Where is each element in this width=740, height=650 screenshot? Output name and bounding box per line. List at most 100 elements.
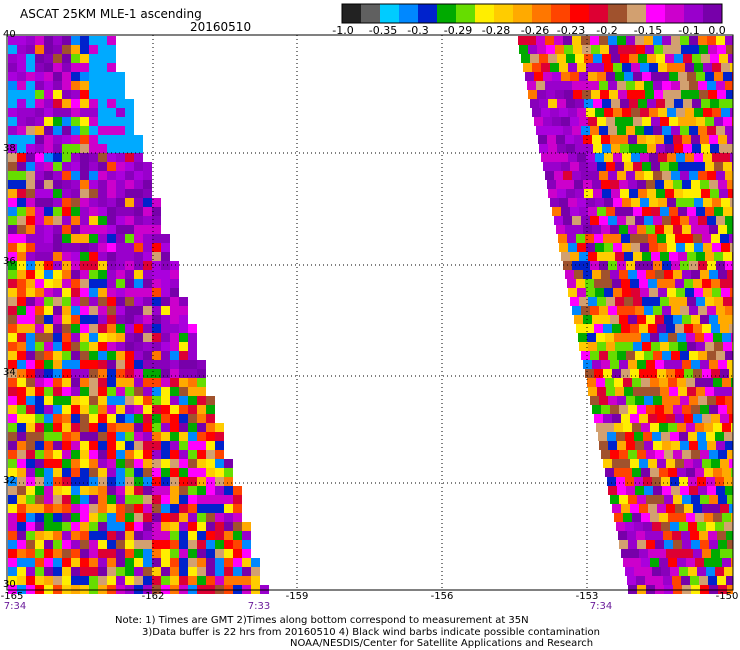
swath-cell — [125, 306, 134, 315]
swath-cell — [107, 162, 116, 171]
swath-cell — [233, 558, 242, 567]
swath-cell — [89, 576, 98, 585]
swath-cell — [188, 387, 197, 396]
time-label: 7:34 — [589, 601, 613, 612]
swath-cell — [44, 477, 53, 486]
swath-cell — [62, 558, 71, 567]
swath-cell — [125, 108, 134, 117]
swath-cell — [714, 252, 723, 261]
swath-cell — [653, 36, 662, 45]
swath-cell — [17, 306, 26, 315]
swath-cell — [651, 117, 660, 126]
swath-cell — [623, 468, 632, 477]
swath-cell — [224, 549, 233, 558]
swath-cell — [564, 45, 573, 54]
colorbar-segment — [399, 4, 419, 23]
swath-cell — [673, 495, 682, 504]
swath-cell — [233, 513, 242, 522]
swath-cell — [603, 369, 612, 378]
swath-cell — [17, 342, 26, 351]
swath-cell — [44, 270, 53, 279]
swath-cell — [143, 513, 152, 522]
swath-cell — [714, 207, 723, 216]
swath-cell — [705, 117, 714, 126]
swath-cell — [80, 315, 89, 324]
swath-cell — [116, 252, 125, 261]
swath-cell — [679, 567, 688, 576]
swath-cell — [648, 414, 657, 423]
colorbar-segment — [475, 4, 495, 23]
swath-cell — [688, 477, 697, 486]
swath-cell — [568, 63, 577, 72]
swath-cell — [26, 459, 35, 468]
swath-cell — [655, 450, 664, 459]
swath-cell — [98, 225, 107, 234]
swath-cell — [651, 207, 660, 216]
colorbar-segment — [513, 4, 533, 23]
swath-cell — [80, 333, 89, 342]
swath-cell — [44, 567, 53, 576]
swath-cell — [8, 459, 17, 468]
swath-cell — [698, 171, 707, 180]
swath-cell — [197, 450, 206, 459]
swath-cell — [8, 126, 17, 135]
swath-cell — [616, 477, 625, 486]
swath-cell — [718, 495, 727, 504]
swath-cell — [188, 360, 197, 369]
swath-cell — [604, 198, 613, 207]
swath-cell — [711, 369, 720, 378]
swath-cell — [685, 198, 694, 207]
swath-cell — [713, 423, 722, 432]
swath-cell — [80, 459, 89, 468]
swath-cell — [720, 549, 729, 558]
swath-cell — [705, 342, 714, 351]
swath-cell — [671, 126, 680, 135]
swath-cell — [98, 81, 107, 90]
swath-cell — [731, 333, 733, 342]
swath-cell — [707, 36, 716, 45]
swath-cell — [134, 153, 143, 162]
swath-cell — [53, 81, 62, 90]
swath-cell — [80, 252, 89, 261]
swath-cell — [8, 405, 17, 414]
lon-label: -159 — [285, 591, 309, 602]
swath-cell — [53, 54, 62, 63]
swath-cell — [143, 225, 152, 234]
swath-cell — [689, 171, 698, 180]
swath-cell — [53, 378, 62, 387]
swath-cell — [26, 36, 35, 45]
swath-cell — [586, 288, 595, 297]
swath-cell — [152, 414, 161, 423]
swath-cell — [684, 549, 693, 558]
swath-cell — [583, 180, 592, 189]
swath-cell — [206, 432, 215, 441]
swath-cell — [631, 243, 640, 252]
swath-cell — [642, 162, 651, 171]
swath-cell — [662, 126, 671, 135]
swath-cell — [687, 72, 696, 81]
swath-cell — [668, 333, 677, 342]
swath-cell — [242, 558, 251, 567]
swath-cell — [89, 504, 98, 513]
swath-cell — [80, 306, 89, 315]
swath-cell — [206, 450, 215, 459]
swath-cell — [170, 531, 179, 540]
swath-cell — [17, 396, 26, 405]
swath-cell — [116, 135, 125, 144]
swath-cell — [687, 117, 696, 126]
swath-cell — [35, 135, 44, 144]
swath-cell — [643, 432, 652, 441]
swath-cell — [143, 270, 152, 279]
swath-cell — [628, 135, 637, 144]
swath-cell — [659, 513, 668, 522]
swath-cell — [651, 297, 660, 306]
swath-cell — [668, 558, 677, 567]
swath-cell — [134, 216, 143, 225]
swath-cell — [17, 198, 26, 207]
swath-cell — [556, 180, 565, 189]
swath-cell — [53, 387, 62, 396]
swath-cell — [8, 207, 17, 216]
swath-cell — [8, 297, 17, 306]
swath-cell — [585, 324, 594, 333]
swath-cell — [89, 297, 98, 306]
